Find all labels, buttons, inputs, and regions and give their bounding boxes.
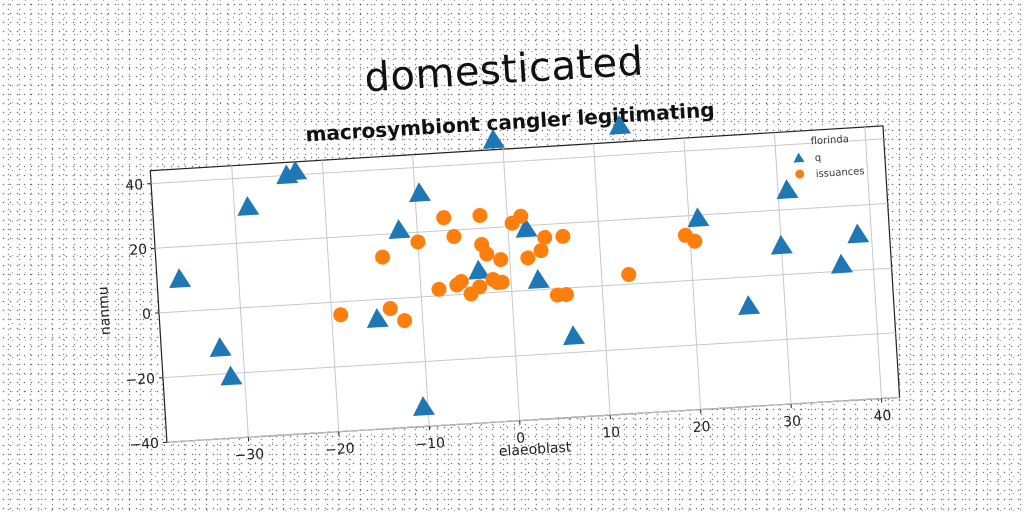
y-tick-label: 20 bbox=[129, 242, 148, 259]
legend-marker-triangle bbox=[793, 152, 805, 163]
triangle-point bbox=[482, 129, 505, 149]
triangle-point bbox=[776, 179, 799, 200]
circle-point bbox=[558, 287, 574, 303]
triangle-point bbox=[468, 259, 491, 280]
y-gridline bbox=[151, 138, 884, 185]
y-tick-label: −20 bbox=[125, 371, 155, 389]
triangle-point bbox=[285, 160, 308, 181]
x-gridline bbox=[773, 132, 792, 405]
x-gridline bbox=[593, 143, 611, 416]
x-tick-label: 20 bbox=[692, 419, 711, 436]
circle-point bbox=[687, 233, 703, 249]
circle-point bbox=[446, 228, 462, 244]
x-gridline bbox=[321, 160, 340, 432]
data-points bbox=[169, 114, 870, 416]
legend-label: q bbox=[814, 153, 821, 164]
x-tick-label: −30 bbox=[234, 446, 264, 464]
circle-point bbox=[382, 301, 398, 317]
grid bbox=[151, 126, 900, 443]
circle-point bbox=[520, 250, 536, 266]
x-tick-label: 40 bbox=[873, 408, 892, 425]
x-axis-label: elaeoblast bbox=[498, 440, 572, 460]
circle-point bbox=[555, 228, 571, 244]
series-issuances bbox=[333, 207, 703, 329]
circle-point bbox=[621, 266, 637, 282]
triangle-point bbox=[687, 207, 710, 228]
circle-point bbox=[410, 234, 426, 250]
legend-title: florinda bbox=[810, 134, 849, 147]
circle-point bbox=[533, 243, 549, 259]
y-gridline bbox=[162, 332, 896, 379]
triangle-point bbox=[220, 365, 243, 386]
x-axis-ticks: −30 −20 −10 0 10 20 30 40 bbox=[234, 398, 892, 464]
legend: florinda q issuances bbox=[793, 134, 865, 180]
y-tick-label: 0 bbox=[142, 306, 152, 323]
x-tick-label: 10 bbox=[602, 425, 621, 442]
triangle-point bbox=[237, 195, 260, 216]
y-gridline bbox=[158, 267, 892, 314]
triangle-point bbox=[366, 308, 389, 328]
circle-point bbox=[494, 274, 510, 290]
legend-marker-circle bbox=[795, 169, 805, 179]
x-gridline bbox=[864, 126, 882, 399]
plot-area bbox=[149, 125, 901, 443]
triangle-point bbox=[738, 295, 761, 315]
y-gridline bbox=[155, 202, 888, 249]
y-gridline bbox=[166, 396, 900, 443]
triangle-point bbox=[169, 268, 192, 289]
x-gridline bbox=[502, 149, 521, 421]
x-tick-label: 30 bbox=[783, 413, 802, 430]
x-gridline bbox=[683, 138, 702, 410]
circle-point bbox=[333, 307, 349, 323]
series-q bbox=[169, 114, 870, 416]
y-axis-ticks: −40 −20 0 20 40 bbox=[125, 177, 167, 454]
triangle-point bbox=[770, 234, 793, 255]
circle-point bbox=[472, 279, 488, 295]
circle-point bbox=[375, 249, 391, 265]
triangle-point bbox=[831, 253, 853, 274]
legend-label: issuances bbox=[815, 166, 864, 180]
circle-point bbox=[453, 273, 469, 289]
triangle-point bbox=[388, 219, 411, 240]
x-tick-label: −10 bbox=[415, 435, 445, 453]
y-tick-label: −40 bbox=[129, 436, 159, 454]
triangle-point bbox=[847, 223, 870, 244]
x-tick-label: 0 bbox=[516, 430, 526, 447]
circle-point bbox=[397, 313, 413, 329]
triangle-point bbox=[527, 269, 550, 289]
circle-point bbox=[431, 281, 447, 297]
y-axis-label: nanmu bbox=[95, 286, 114, 336]
y-tick-label: 40 bbox=[125, 177, 144, 194]
circle-point bbox=[513, 208, 529, 224]
x-gridline bbox=[231, 165, 249, 438]
triangle-point bbox=[413, 396, 436, 416]
circle-point bbox=[537, 229, 553, 245]
circle-point bbox=[472, 207, 488, 223]
triangle-point bbox=[409, 182, 432, 203]
triangle-point bbox=[609, 114, 632, 135]
circle-point bbox=[436, 210, 452, 226]
triangle-point bbox=[209, 337, 232, 358]
triangle-point bbox=[515, 217, 538, 238]
circle-point bbox=[479, 246, 495, 262]
circle-point bbox=[493, 252, 509, 268]
x-tick-label: −20 bbox=[325, 441, 355, 459]
triangle-point bbox=[563, 325, 586, 346]
